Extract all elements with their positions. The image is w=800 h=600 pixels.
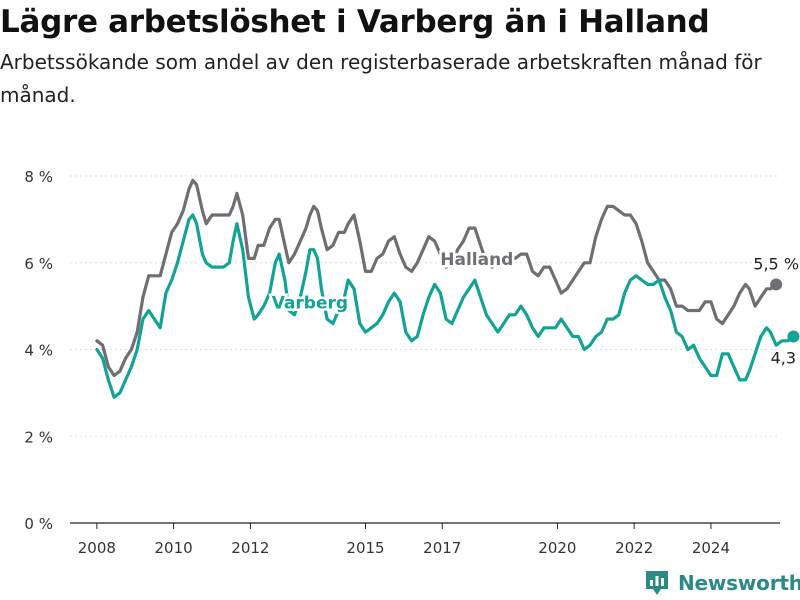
x-tick-label: 2015 xyxy=(346,539,384,557)
y-tick-label: 2 % xyxy=(24,428,53,446)
end-value-label-halland: 5,5 % xyxy=(753,254,799,273)
end-marker-varberg xyxy=(787,330,800,343)
brand-name: Newsworthy xyxy=(678,571,800,595)
y-tick-label: 4 % xyxy=(24,342,53,360)
x-tick-label: 2020 xyxy=(538,539,576,557)
series-label-varberg: Varberg xyxy=(272,293,348,313)
label-layer: Halland 5,5 % Varberg 4,3 % xyxy=(269,247,800,369)
series-line-varberg xyxy=(95,213,795,399)
x-tick-label: 2024 xyxy=(692,539,730,557)
x-tick-label: 2010 xyxy=(155,539,193,557)
y-tick-label: 6 % xyxy=(24,255,53,273)
chart-subtitle: Arbetssökande som andel av den registerb… xyxy=(0,50,762,107)
newsworthy-brand[interactable]: Newsworthy xyxy=(644,568,800,598)
x-tick-label: 2012 xyxy=(231,539,269,557)
x-tick-label: 2017 xyxy=(423,539,461,557)
x-tick-label: 2008 xyxy=(78,539,116,557)
y-tick-label: 0 % xyxy=(24,515,53,533)
x-tick-label: 2022 xyxy=(615,539,653,557)
chart-title: Lägre arbetslöshet i Varberg än i Hallan… xyxy=(0,4,710,40)
y-tick-label: 8 % xyxy=(24,168,53,186)
series-label-halland: Halland xyxy=(440,250,513,270)
series-layer xyxy=(95,178,800,399)
grid-layer xyxy=(70,175,780,437)
end-value-label-varberg: 4,3 % xyxy=(771,348,800,367)
end-marker-halland xyxy=(770,278,783,291)
series-line-halland xyxy=(95,178,778,378)
axis-layer: 0 % 2 % 4 % 6 % 8 % 2008 2010 2012 2015 2017 2020 2… xyxy=(24,168,780,557)
newsworthy-logo-icon xyxy=(646,571,668,595)
